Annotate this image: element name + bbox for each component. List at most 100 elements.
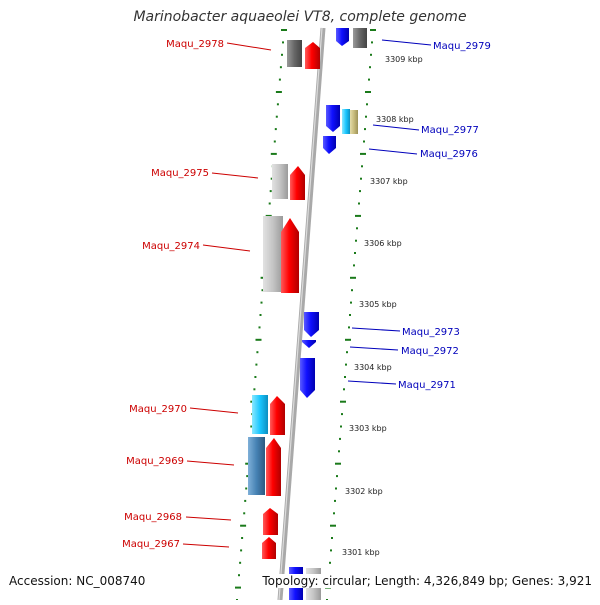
kbp-marker: 3305 kbp — [359, 300, 397, 309]
gene-labels-right: Maqu_2979 Maqu_2977 Maqu_2976 Maqu_2973 … — [398, 41, 491, 391]
gene-block[interactable] — [353, 28, 367, 48]
kbp-marker: 3309 kbp — [385, 55, 423, 64]
tick-mark — [358, 202, 360, 205]
tick-mark — [259, 314, 262, 316]
gene-arrow-reverse[interactable] — [323, 136, 336, 154]
tick-mark — [330, 524, 336, 527]
kbp-marker: 3301 kbp — [342, 548, 380, 557]
gene-block[interactable] — [342, 109, 350, 134]
tick-mark — [278, 78, 281, 81]
tick-mark — [268, 202, 271, 205]
tick-mark — [340, 425, 342, 428]
gene-arrow-reverse[interactable] — [302, 340, 316, 348]
tick-mark — [265, 214, 272, 217]
tick-mark — [245, 487, 248, 490]
tick-mark — [276, 103, 279, 106]
leader-line — [189, 407, 239, 414]
gene-label[interactable]: Maqu_2979 — [433, 41, 491, 52]
gene-arrow-forward[interactable] — [262, 537, 276, 559]
tick-mark — [239, 561, 242, 564]
gene-labels-left: Maqu_2978 Maqu_2975 Maqu_2974 Maqu_2970 … — [122, 39, 224, 550]
tick-mark — [279, 66, 282, 69]
gene-label[interactable]: Maqu_2972 — [401, 346, 459, 357]
tick-mark — [238, 574, 240, 577]
tick-mark — [273, 140, 276, 143]
tick-mark — [355, 214, 361, 217]
gene-label[interactable]: Maqu_2971 — [398, 380, 456, 391]
gene-block[interactable] — [248, 437, 265, 495]
gene-arrow-forward[interactable] — [305, 42, 320, 69]
tick-mark — [254, 376, 257, 378]
leader-line — [381, 39, 432, 46]
leader-line — [351, 327, 401, 332]
gene-arrow-reverse[interactable] — [300, 358, 315, 398]
genome-backbone-highlight — [278, 27, 323, 601]
tick-mark — [340, 400, 346, 403]
gene-label[interactable]: Maqu_2977 — [421, 125, 479, 136]
tick-mark — [343, 388, 345, 391]
gene-arrow-forward[interactable] — [290, 166, 305, 200]
gene-block[interactable] — [272, 164, 288, 199]
tick-mark — [370, 29, 376, 31]
leader-line — [202, 244, 251, 252]
tick-mark — [253, 388, 256, 391]
kbp-marker: 3304 kbp — [354, 363, 392, 372]
kbp-marker: 3302 kbp — [345, 487, 383, 496]
tick-mark — [281, 29, 287, 31]
tick-mark — [360, 152, 366, 155]
tick-mark — [269, 190, 272, 193]
leader-lines — [182, 39, 432, 548]
gene-label[interactable]: Maqu_2968 — [124, 512, 182, 523]
gene-arrow-forward[interactable] — [281, 218, 299, 293]
gene-label[interactable]: Maqu_2976 — [420, 149, 478, 160]
tick-mark — [365, 115, 367, 118]
gene-arrow-reverse[interactable] — [336, 28, 349, 46]
gene-block[interactable] — [350, 110, 358, 134]
tick-mark — [364, 128, 366, 131]
tick-mark — [355, 239, 357, 242]
gene-arrow-forward[interactable] — [270, 396, 285, 435]
tick-mark — [349, 314, 351, 316]
gene-label[interactable]: Maqu_2970 — [129, 404, 187, 415]
gene-label[interactable]: Maqu_2973 — [402, 327, 460, 338]
gene-block[interactable] — [263, 216, 283, 292]
gene-label[interactable]: Maqu_2978 — [166, 39, 224, 50]
gene-arrow-reverse[interactable] — [326, 105, 340, 132]
gene-label[interactable]: Maqu_2969 — [126, 456, 184, 467]
leader-line — [349, 346, 399, 351]
tick-mark — [281, 53, 283, 56]
accession-text: Accession: NC_008740 — [9, 574, 146, 588]
gene-block[interactable] — [252, 395, 268, 434]
tick-mark — [341, 413, 343, 416]
tick-mark — [344, 376, 346, 378]
tick-mark — [255, 363, 258, 366]
gene-label[interactable]: Maqu_2967 — [122, 539, 180, 550]
tick-mark — [246, 475, 249, 478]
gene-block[interactable] — [287, 40, 302, 67]
leader-line — [185, 516, 232, 521]
gene-arrow-forward[interactable] — [266, 438, 281, 496]
tick-mark — [333, 512, 335, 515]
tick-mark — [368, 78, 370, 81]
gene-arrow-reverse[interactable] — [304, 312, 319, 337]
tick-mark — [241, 537, 244, 539]
kbp-marker: 3307 kbp — [370, 177, 408, 186]
gene-label[interactable]: Maqu_2975 — [151, 168, 209, 179]
gene-label[interactable]: Maqu_2974 — [142, 241, 200, 252]
tick-mark — [338, 450, 340, 453]
tick-mark — [270, 152, 277, 155]
kbp-marker: 3306 kbp — [364, 239, 402, 248]
tick-mark — [346, 351, 348, 354]
gene-arrow-forward[interactable] — [263, 508, 278, 535]
kbp-marker: 3303 kbp — [349, 424, 387, 433]
tick-mark — [255, 338, 262, 341]
leader-line — [211, 172, 259, 179]
tick-mark — [335, 487, 337, 490]
tick-mark — [361, 165, 363, 168]
tick-mark — [261, 289, 264, 292]
kbp-markers: 3309 kbp 3308 kbp 3307 kbp 3306 kbp 3305… — [342, 55, 423, 557]
tick-mark — [345, 363, 347, 366]
tick-mark — [359, 190, 361, 193]
